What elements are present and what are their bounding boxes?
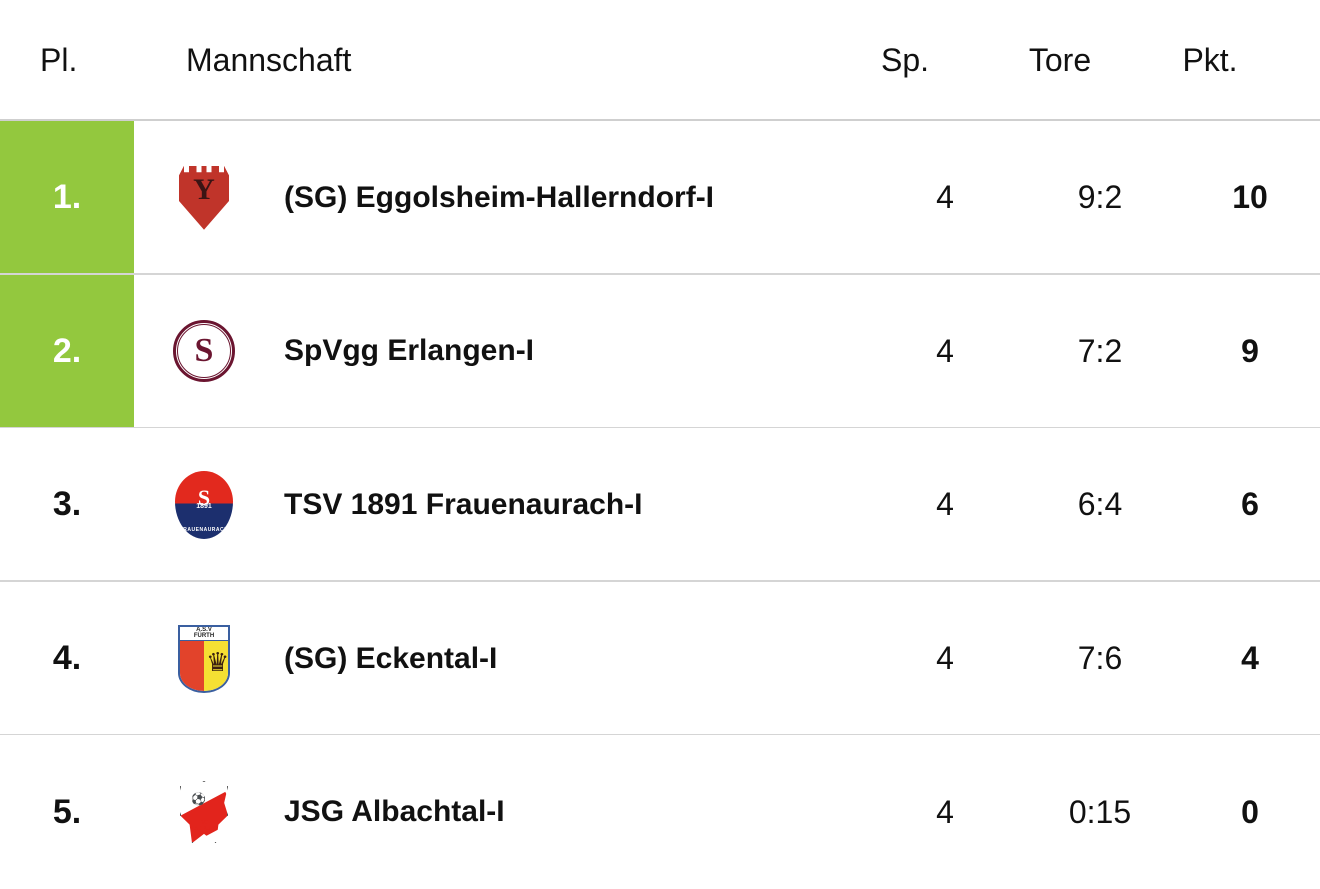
header-played: Sp. <box>830 42 980 79</box>
rank-value-1: 1. <box>0 121 134 275</box>
rank-value-2: 2. <box>0 275 134 429</box>
header-goals: Tore <box>980 42 1140 79</box>
rank-value-5: 5. <box>0 735 134 889</box>
header-points: Pkt. <box>1140 42 1280 79</box>
table-row-2[interactable]: 2. SpVgg Erlangen-I 4 7:2 9 <box>0 275 1320 429</box>
team-name-1[interactable]: (SG) Eggolsheim-Hallerndorf-I <box>274 181 870 215</box>
team-name-4[interactable]: (SG) Eckental-I <box>274 642 870 676</box>
goals-value-1: 9:2 <box>1020 179 1180 216</box>
points-value-2: 9 <box>1180 333 1320 370</box>
rank-value-3: 3. <box>0 428 134 582</box>
played-value-3: 4 <box>870 486 1020 523</box>
team-crest-icon-3: S 1891 FRAUENAURACH <box>134 428 274 582</box>
header-team: Mannschaft <box>148 42 830 79</box>
rank-value-4: 4. <box>0 582 134 736</box>
goals-value-3: 6:4 <box>1020 486 1180 523</box>
table-row-4[interactable]: 4. ♛ A.S.V FÜRTH (SG) Eckental-I 4 7:6 4 <box>0 582 1320 736</box>
table-row-3[interactable]: 3. S 1891 FRAUENAURACH TSV 1891 Frauenau… <box>0 428 1320 582</box>
team-crest-icon-1 <box>134 121 274 275</box>
goals-value-2: 7:2 <box>1020 333 1180 370</box>
team-crest-icon-4: ♛ A.S.V FÜRTH <box>134 582 274 736</box>
goals-value-5: 0:15 <box>1020 794 1180 831</box>
team-crest-icon-2 <box>134 275 274 429</box>
points-value-3: 6 <box>1180 486 1320 523</box>
table-header-row: Pl. Mannschaft Sp. Tore Pkt. <box>0 0 1320 121</box>
table-row-1[interactable]: 1. (SG) Eggolsheim-Hallerndorf-I 4 9:2 1… <box>0 121 1320 275</box>
team-name-2[interactable]: SpVgg Erlangen-I <box>274 334 870 368</box>
team-name-3[interactable]: TSV 1891 Frauenaurach-I <box>274 488 870 522</box>
goals-value-4: 7:6 <box>1020 640 1180 677</box>
points-value-4: 4 <box>1180 640 1320 677</box>
played-value-1: 4 <box>870 179 1020 216</box>
played-value-5: 4 <box>870 794 1020 831</box>
header-rank: Pl. <box>40 42 148 79</box>
team-name-5[interactable]: JSG Albachtal-I <box>274 795 870 829</box>
played-value-2: 4 <box>870 333 1020 370</box>
team-crest-icon-5: ⚽ SC HARPURG <box>134 735 274 889</box>
table-row-5[interactable]: 5. ⚽ SC HARPURG JSG Albachtal-I 4 0:15 0 <box>0 735 1320 889</box>
points-value-1: 10 <box>1180 179 1320 216</box>
standings-table: Pl. Mannschaft Sp. Tore Pkt. 1. (SG) Egg… <box>0 0 1320 889</box>
points-value-5: 0 <box>1180 794 1320 831</box>
played-value-4: 4 <box>870 640 1020 677</box>
